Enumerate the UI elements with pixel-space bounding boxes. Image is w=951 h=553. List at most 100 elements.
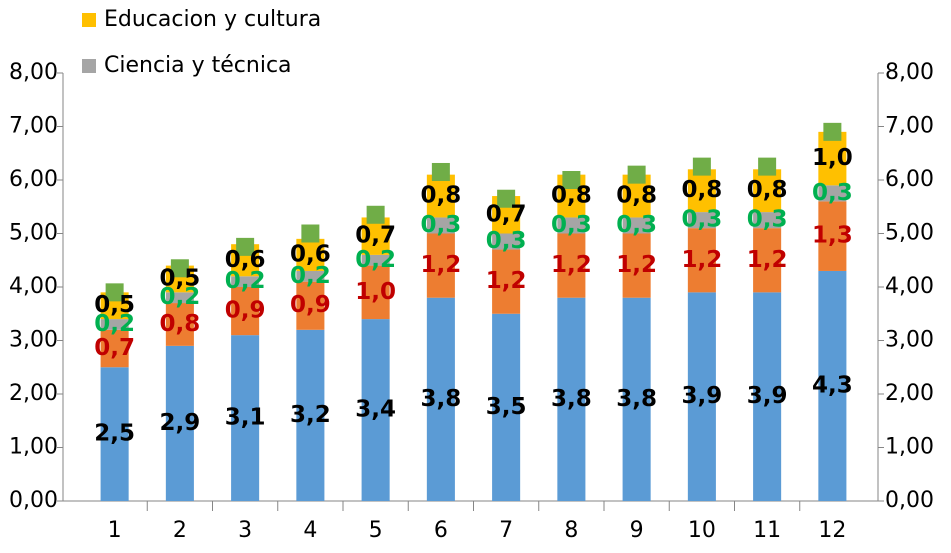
y-tick-label: 2,00 <box>9 381 58 406</box>
bar-segment <box>100 329 129 368</box>
data-label: 1,2 <box>551 252 592 278</box>
bar-segment <box>231 335 260 501</box>
bar-segment <box>687 228 716 293</box>
bar-segment <box>753 292 782 501</box>
bar-segment <box>165 292 194 304</box>
bar-segment <box>231 287 260 336</box>
data-label: 2,9 <box>160 410 201 436</box>
y-tick-label: 7,00 <box>9 114 58 139</box>
data-label: 0,5 <box>94 292 135 318</box>
bar-segment <box>818 201 847 271</box>
bar-segment <box>753 212 782 229</box>
data-label: 0,9 <box>225 298 266 324</box>
y2-tick-label: 7,00 <box>885 114 934 139</box>
y2-tick-label: 4,00 <box>885 274 934 299</box>
bar-segment <box>296 281 325 330</box>
bar-segment <box>622 233 651 298</box>
bar-segment <box>818 185 847 202</box>
data-label: 0,3 <box>616 212 657 238</box>
marker <box>692 157 711 176</box>
bar-segment <box>231 276 260 287</box>
data-label: 3,9 <box>747 383 788 409</box>
data-label: 0,3 <box>747 207 788 233</box>
data-label: 0,7 <box>486 201 527 227</box>
data-label: 3,8 <box>551 386 592 412</box>
marker <box>366 205 385 224</box>
bar-segment <box>622 297 651 501</box>
legend-swatch <box>82 13 96 27</box>
data-label: 0,7 <box>94 335 135 361</box>
bar-segment <box>492 249 521 314</box>
bar-segment <box>426 233 455 298</box>
bar-segment <box>492 233 521 250</box>
bar-segment <box>492 313 521 501</box>
x-tick-label: 3 <box>238 518 252 543</box>
marker <box>431 162 450 181</box>
data-label: 1,2 <box>616 252 657 278</box>
y-tick-label: 1,00 <box>9 435 58 460</box>
data-label: 3,8 <box>616 386 657 412</box>
x-tick-label: 10 <box>688 518 716 543</box>
data-label: 1,2 <box>486 268 527 294</box>
data-label: 0,3 <box>486 228 527 254</box>
bar-segment <box>557 297 586 501</box>
x-tick-label: 12 <box>818 518 846 543</box>
x-tick-label: 9 <box>630 518 644 543</box>
bar-segment <box>687 169 716 213</box>
bar-segment <box>100 319 129 330</box>
data-label: 0,2 <box>355 247 396 273</box>
y2-tick-label: 0,00 <box>885 488 934 513</box>
y-tick-label: 3,00 <box>9 328 58 353</box>
data-label: 0,6 <box>290 241 331 267</box>
bar-segment <box>361 319 390 501</box>
x-tick-label: 8 <box>564 518 578 543</box>
y2-tick-label: 2,00 <box>885 381 934 406</box>
bar-segment <box>296 329 325 501</box>
y2-tick-label: 8,00 <box>885 60 934 85</box>
bar-segment <box>557 233 586 298</box>
data-label: 0,2 <box>225 268 266 294</box>
y2-tick-label: 1,00 <box>885 435 934 460</box>
y-tick-label: 4,00 <box>9 274 58 299</box>
x-tick-label: 5 <box>369 518 383 543</box>
data-label: 3,4 <box>355 397 396 423</box>
x-tick-label: 1 <box>108 518 122 543</box>
bar-segment <box>687 292 716 501</box>
data-label: 0,7 <box>355 223 396 249</box>
data-label: 0,5 <box>160 265 201 291</box>
y2-tick-label: 5,00 <box>885 221 934 246</box>
data-label: 3,8 <box>421 386 462 412</box>
bar-segment <box>296 270 325 282</box>
bar-segment <box>361 265 390 320</box>
data-label: 1,2 <box>747 247 788 273</box>
bar-segment <box>100 367 129 501</box>
y-tick-label: 8,00 <box>9 60 58 85</box>
data-label: 0,3 <box>682 207 723 233</box>
data-label: 0,8 <box>421 183 462 209</box>
legend-swatch <box>82 59 96 73</box>
data-label: 0,2 <box>290 263 331 289</box>
marker <box>562 171 581 189</box>
data-label: 0,3 <box>421 212 462 238</box>
data-label: 3,9 <box>682 383 723 409</box>
x-tick-label: 7 <box>499 518 513 543</box>
bar-segment <box>296 238 325 271</box>
data-label: 1,2 <box>682 247 723 273</box>
data-label: 0,2 <box>160 284 201 310</box>
x-tick-label: 6 <box>434 518 448 543</box>
bar-segment <box>165 345 194 501</box>
marker <box>236 237 255 256</box>
data-label: 3,1 <box>225 405 266 431</box>
data-label: 1,3 <box>812 223 853 249</box>
x-tick-label: 11 <box>753 518 781 543</box>
bar-segment <box>622 217 651 234</box>
y2-tick-label: 3,00 <box>885 328 934 353</box>
bar-segment <box>753 228 782 293</box>
data-label: 3,2 <box>290 402 331 428</box>
data-label: 1,0 <box>812 145 853 171</box>
bar-segment <box>753 169 782 213</box>
data-label: 0,8 <box>747 177 788 203</box>
bar-segment <box>687 212 716 229</box>
legend-label: Ciencia y técnica <box>104 53 292 78</box>
bar-segment <box>426 297 455 501</box>
